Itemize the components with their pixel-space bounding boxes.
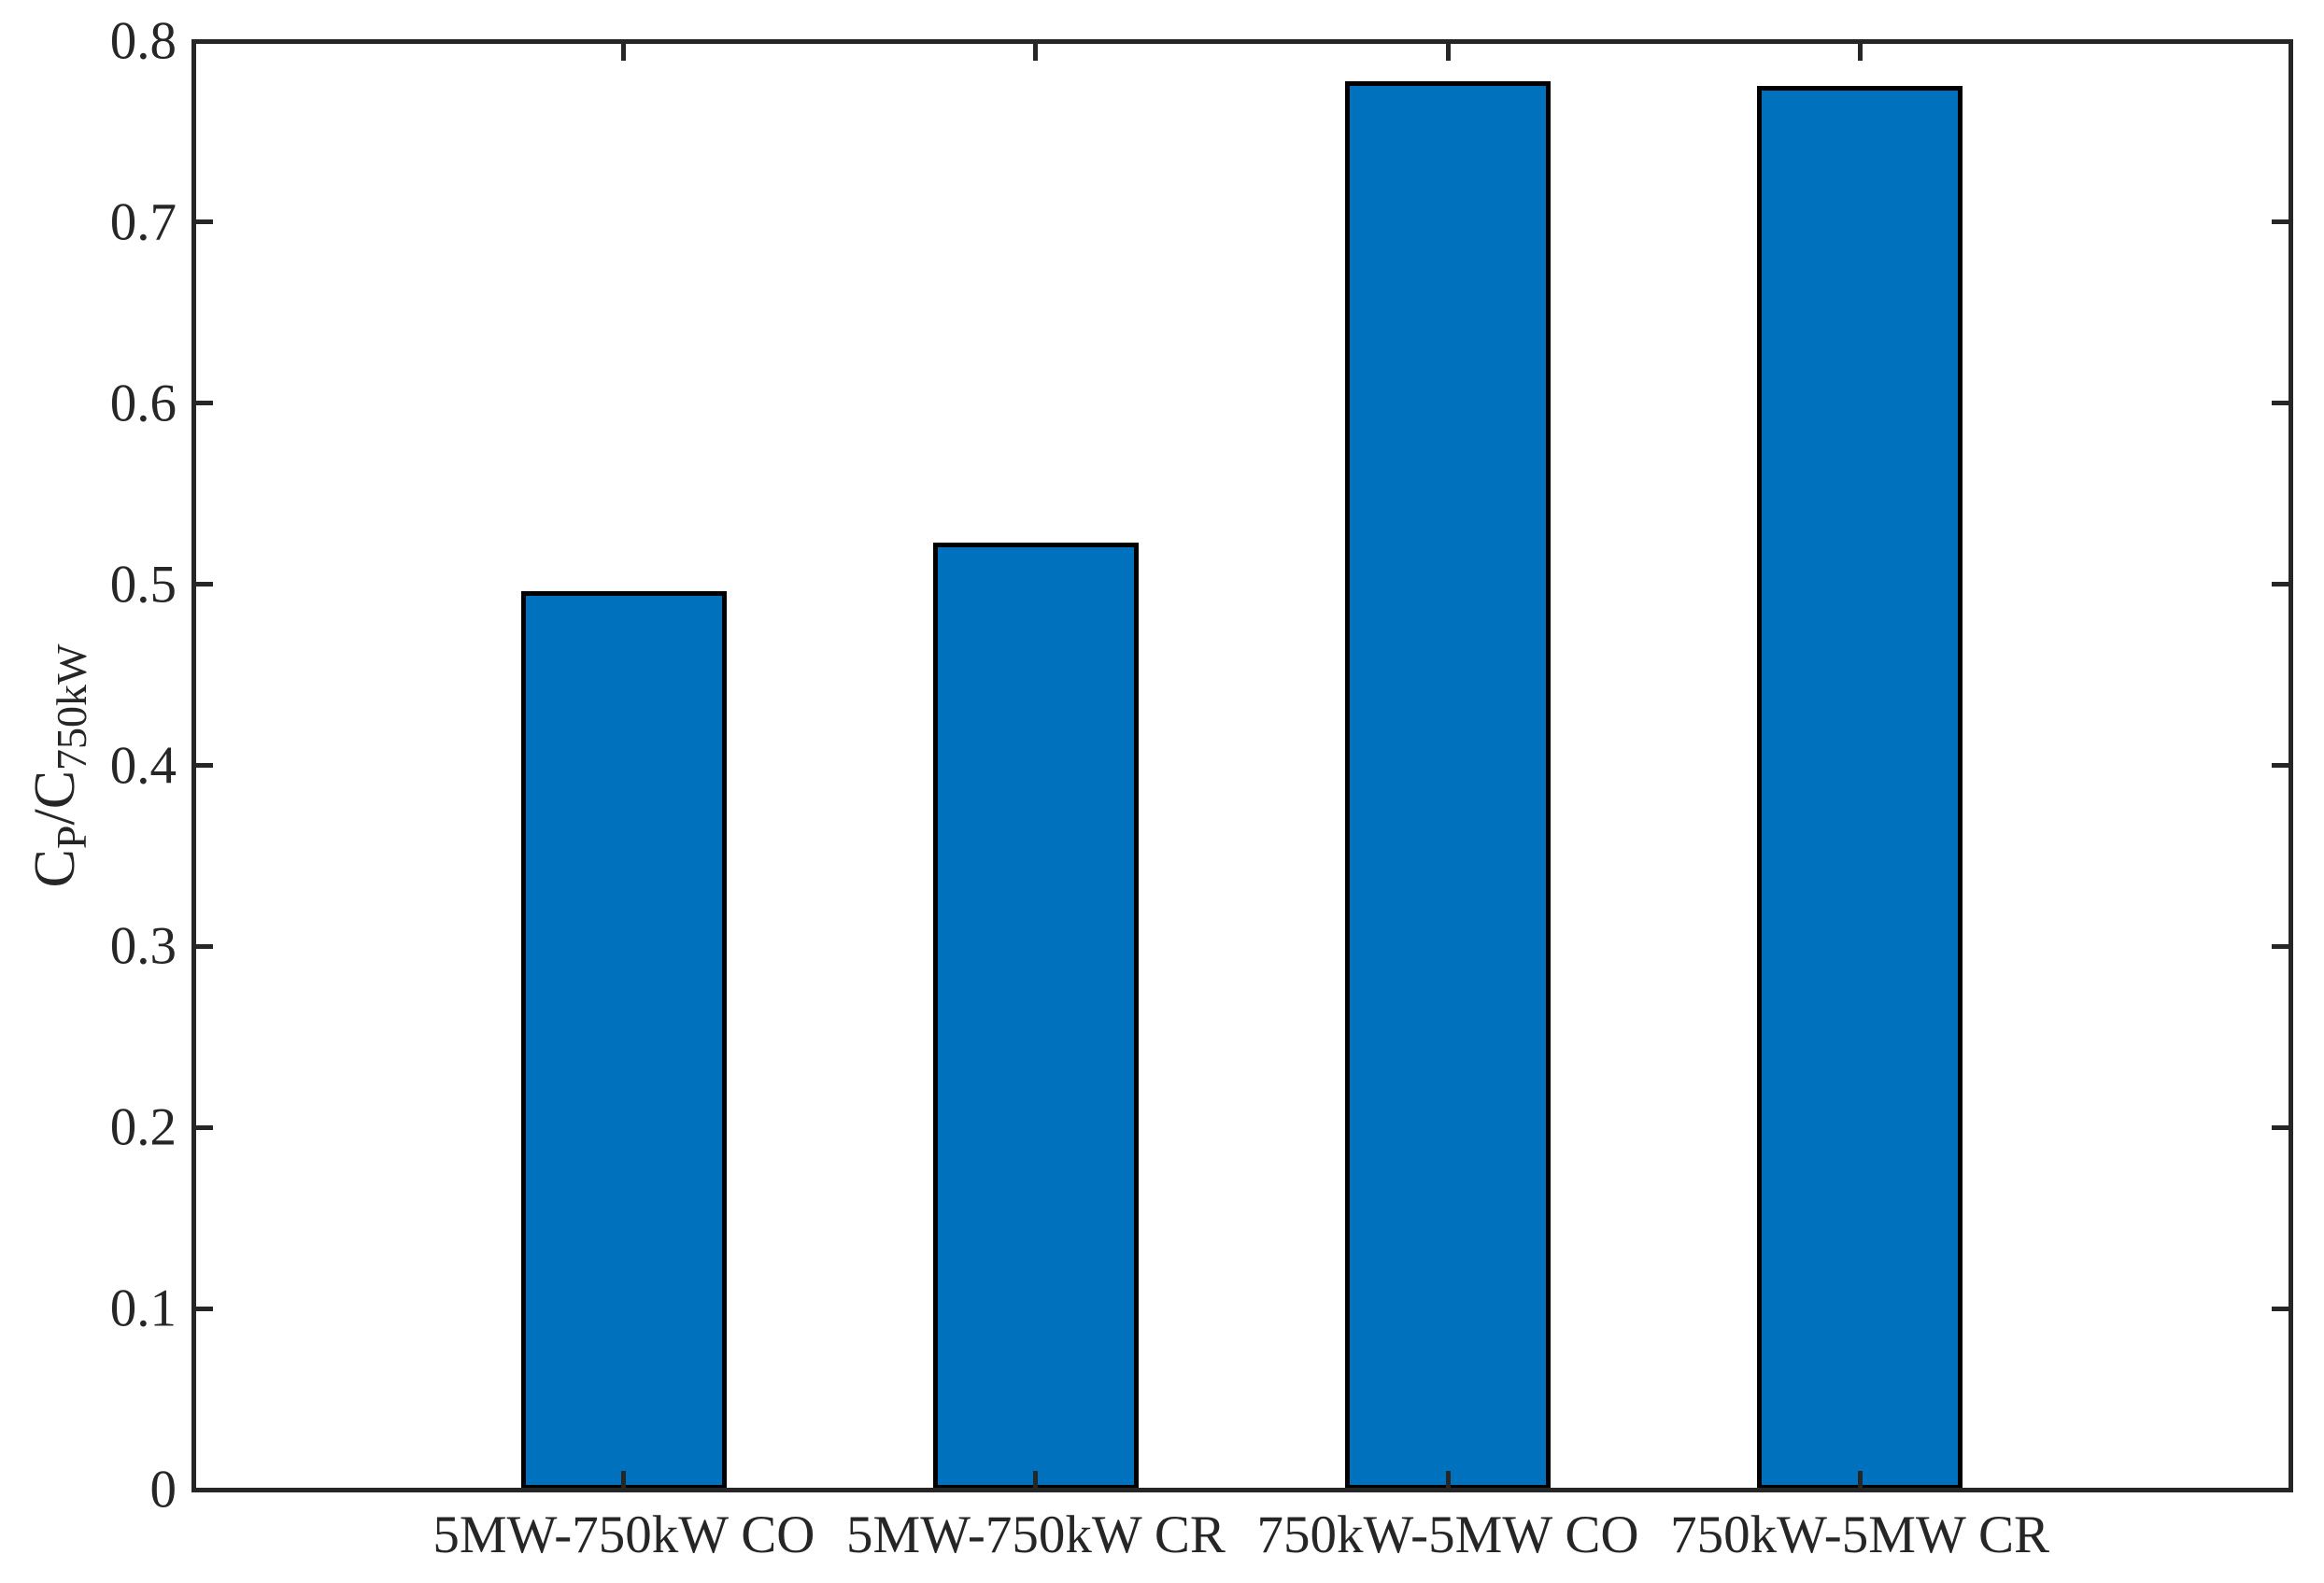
y-tick-left — [195, 1306, 213, 1311]
x-axis-category-label: 750kW-5MW CR — [1670, 1505, 2050, 1564]
x-tick-top — [1857, 43, 1863, 61]
y-tick-right — [2271, 401, 2289, 406]
x-axis-category-label: 750kW-5MW CO — [1256, 1505, 1639, 1564]
y-tick-left — [195, 582, 213, 587]
x-axis-category-label: 5MW-750kW CR — [846, 1505, 1226, 1564]
bar-5mw-750kw-co — [520, 591, 728, 1490]
y-tick-right — [2271, 219, 2289, 225]
y-tick-right — [2271, 1487, 2289, 1492]
bar-750kw-5mw-co — [1344, 80, 1552, 1490]
x-tick-top — [1445, 43, 1451, 61]
x-tick-top — [1033, 43, 1039, 61]
y-axis-label-subscript: 750kW — [47, 643, 95, 770]
y-tick-label: 0.2 — [109, 1097, 177, 1157]
y-tick-left — [195, 1487, 213, 1492]
y-tick-right — [2271, 943, 2289, 949]
y-tick-right — [2271, 582, 2289, 587]
y-tick-label: 0.4 — [109, 736, 177, 795]
y-tick-left — [195, 219, 213, 225]
x-tick-top — [621, 43, 627, 61]
y-tick-label: 0.8 — [109, 11, 177, 71]
axes-box — [191, 39, 2293, 1492]
y-axis-label-text: /C — [23, 770, 88, 826]
y-tick-left — [195, 401, 213, 406]
bar-750kw-5mw-cr — [1756, 86, 1963, 1490]
y-axis-label-subscript: P — [47, 825, 95, 849]
y-tick-left — [195, 943, 213, 949]
x-tick-bottom — [1445, 1470, 1451, 1488]
y-tick-label: 0.5 — [109, 555, 177, 615]
y-tick-right — [2271, 1124, 2289, 1130]
y-axis-label: CP/C750kW — [23, 643, 95, 887]
y-tick-left — [195, 1124, 213, 1130]
y-tick-label: 0.6 — [109, 374, 177, 433]
y-tick-right — [2271, 1306, 2289, 1311]
x-tick-bottom — [1033, 1470, 1039, 1488]
x-axis-category-label: 5MW-750kW CO — [432, 1505, 815, 1564]
y-tick-label: 0.1 — [109, 1279, 177, 1338]
x-tick-bottom — [1857, 1470, 1863, 1488]
y-tick-left — [195, 763, 213, 768]
x-tick-bottom — [621, 1470, 627, 1488]
y-tick-right — [2271, 763, 2289, 768]
y-tick-label: 0 — [149, 1460, 177, 1519]
y-axis-label-text: C — [23, 848, 88, 887]
y-tick-label: 0.7 — [109, 192, 177, 252]
y-tick-label: 0.3 — [109, 916, 177, 976]
y-tick-left — [195, 38, 213, 44]
bar-5mw-750kw-cr — [932, 543, 1140, 1490]
y-tick-right — [2271, 38, 2289, 44]
